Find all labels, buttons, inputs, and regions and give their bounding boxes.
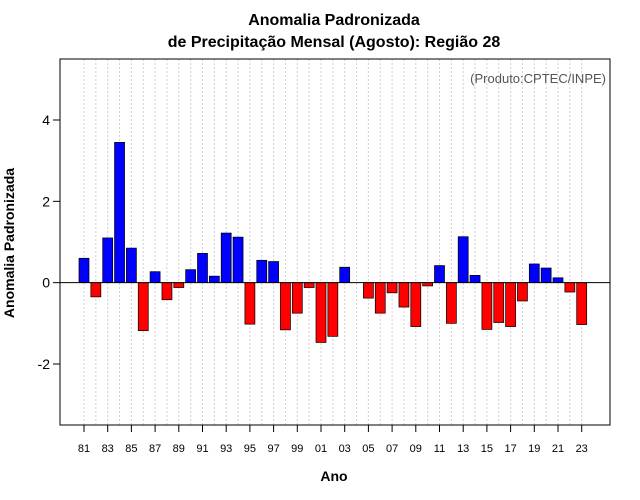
bar-1986	[137, 282, 149, 332]
bar-2019	[528, 263, 540, 284]
x-tick-label: 89	[173, 443, 185, 455]
bar-2022	[564, 282, 576, 293]
y-tick-label: 0	[42, 275, 50, 291]
x-tick-label: 87	[149, 443, 161, 455]
y-tick-label: 4	[42, 112, 50, 128]
bar-2005	[363, 282, 374, 299]
x-tick-label: 05	[362, 443, 374, 455]
x-tick-label: 85	[125, 443, 137, 455]
bar-2023	[576, 282, 588, 325]
y-axis-label: Anomalia Padronizada	[1, 168, 17, 318]
bar-2021	[552, 277, 564, 284]
bar-1988	[161, 282, 173, 301]
source-annotation: (Produto:CPTEC/INPE)	[470, 71, 606, 86]
bar-2013	[457, 236, 469, 284]
bar-2016	[493, 282, 505, 323]
x-tick-label: 13	[457, 443, 469, 455]
x-tick-label: 09	[410, 443, 422, 455]
chart-subtitle: de Precipitação Mensal (Agosto): Região …	[168, 34, 501, 51]
grid	[83, 59, 583, 425]
bar-2012	[446, 282, 457, 324]
bar-1989	[173, 282, 185, 288]
bar-1993	[220, 232, 232, 284]
bar-2011	[434, 265, 445, 284]
x-tick-label: 83	[102, 443, 114, 455]
bar-1991	[197, 253, 208, 284]
x-tick-label: 95	[244, 443, 256, 455]
x-tick-label: 91	[196, 443, 208, 455]
bar-2018	[517, 282, 528, 302]
x-tick-label: 23	[576, 443, 588, 455]
bar-1982	[90, 282, 102, 298]
bar-1999	[291, 282, 303, 314]
bar-2020	[540, 267, 552, 284]
x-axis: 81 83 85 87 89 91 93 95 97 99 01 03 05 07 09 11 13 15 17 19…	[78, 425, 588, 455]
x-tick-label: 81	[78, 443, 90, 455]
chart-title: Anomalia Padronizada	[248, 12, 420, 29]
x-tick-label: 21	[552, 443, 564, 455]
bar-1987	[149, 271, 161, 284]
x-tick-label: 07	[386, 443, 398, 455]
bar-2002	[327, 282, 339, 337]
y-tick-label: -2	[38, 356, 51, 372]
x-tick-label: 93	[220, 443, 232, 455]
plot-frame	[59, 58, 611, 426]
x-tick-label: 97	[267, 443, 279, 455]
y-axis: -2 0 2 4	[38, 112, 60, 372]
bar-2008	[398, 282, 410, 308]
bars	[78, 142, 588, 343]
bar-1981	[78, 257, 90, 284]
bar-2015	[481, 282, 493, 330]
x-tick-label: 01	[315, 443, 327, 455]
bar-1984	[114, 142, 125, 284]
bar-1998	[280, 282, 291, 331]
bar-1994	[232, 236, 244, 284]
bar-1985	[126, 247, 137, 284]
bar-2014	[469, 274, 481, 284]
bar-2001	[315, 282, 327, 343]
bar-1992	[209, 275, 220, 284]
x-tick-label: 15	[481, 443, 493, 455]
bar-2017	[505, 282, 516, 327]
x-tick-label: 99	[291, 443, 303, 455]
bar-1983	[102, 237, 114, 284]
x-tick-label: 03	[339, 443, 351, 455]
bar-1996	[256, 259, 268, 284]
bar-2007	[386, 282, 398, 294]
bar-2006	[374, 282, 386, 314]
bar-1990	[185, 269, 196, 284]
bar-2003	[339, 266, 351, 284]
bar-2000	[303, 282, 315, 288]
bar-2009	[410, 282, 422, 327]
x-axis-label: Ano	[320, 468, 347, 484]
bar-1995	[244, 282, 256, 325]
x-tick-label: 17	[504, 443, 516, 455]
x-tick-label: 11	[434, 443, 445, 455]
bar-1997	[268, 261, 279, 284]
x-tick-label: 19	[528, 443, 540, 455]
y-tick-label: 2	[42, 193, 50, 209]
